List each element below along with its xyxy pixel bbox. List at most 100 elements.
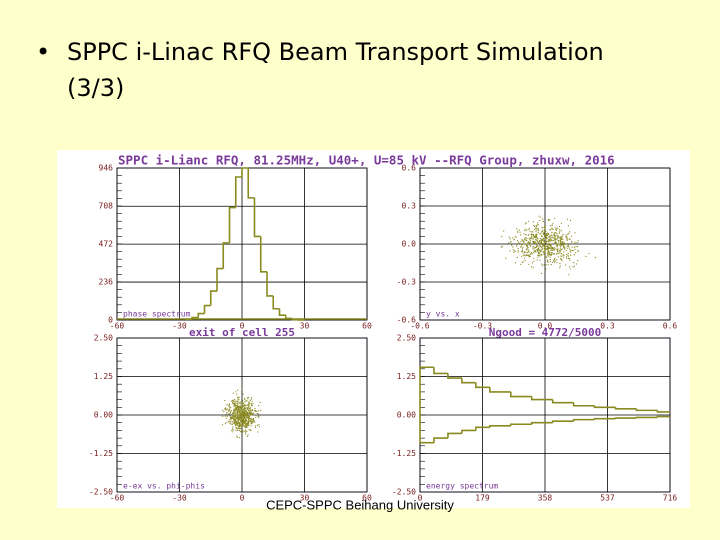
scatter-dot — [516, 244, 518, 246]
step-bin — [259, 236, 267, 273]
scatter-dot — [541, 247, 543, 249]
scatter-dot — [531, 235, 533, 237]
scatter-dot — [501, 245, 503, 247]
scatter-dot — [543, 253, 545, 255]
scatter-dot — [545, 235, 547, 237]
scatter-dot — [565, 256, 568, 258]
panel-caption: exit of cell 255 — [189, 326, 295, 339]
scatter-dot — [231, 401, 234, 403]
y-tick-label: 946 — [99, 164, 114, 173]
scatter-dot — [549, 229, 552, 231]
scatter-dot — [243, 402, 245, 405]
scatter-dot — [566, 257, 568, 259]
y-tick-label: 0.3 — [402, 202, 417, 211]
scatter-dot — [512, 246, 514, 248]
scatter-dot — [238, 410, 240, 413]
scatter-dot — [233, 415, 235, 417]
y-tick-label: 236 — [99, 278, 114, 287]
x-tick-label: -30 — [172, 322, 187, 331]
scatter-dot — [562, 238, 564, 241]
scatter-dot — [522, 246, 524, 248]
scatter-dot — [525, 237, 527, 239]
scatter-dot — [562, 241, 564, 243]
scatter-dot — [568, 274, 570, 276]
scatter-dot — [558, 229, 561, 231]
scatter-dot — [231, 400, 233, 402]
scatter-dot — [559, 236, 561, 238]
scatter-dot — [248, 429, 250, 431]
scatter-dot — [241, 419, 243, 421]
scatter-dot — [248, 401, 250, 403]
scatter-dot — [221, 409, 224, 411]
scatter-dot — [551, 247, 554, 249]
scatter-dot — [231, 431, 233, 433]
scatter-dot — [528, 251, 530, 253]
scatter-dot — [228, 413, 230, 415]
scatter-dot — [557, 243, 560, 245]
scatter-dot — [237, 414, 239, 416]
step-bin — [447, 432, 462, 439]
scatter-dot — [245, 424, 247, 427]
scatter-dot — [239, 420, 241, 422]
scatter-dot — [236, 406, 238, 409]
y-tick-label: 0.0 — [402, 240, 417, 249]
scatter-dot — [538, 253, 541, 255]
scatter-dot — [547, 261, 549, 263]
scatter-dot — [560, 239, 562, 241]
scatter-dot — [540, 240, 543, 242]
scatter-dot — [235, 420, 237, 422]
scatter-dot — [222, 415, 224, 417]
scatter-dot — [520, 244, 523, 246]
scatter-dot — [564, 247, 566, 249]
scatter-dot — [560, 258, 562, 260]
scatter-dot — [536, 239, 538, 241]
scatter-dot — [520, 263, 522, 265]
scatter-dot — [546, 259, 549, 262]
scatter-dot — [563, 256, 565, 258]
step-bin — [272, 295, 280, 310]
scatter-dot — [550, 250, 552, 252]
scatter-dot — [247, 407, 250, 409]
scatter-dot — [528, 256, 530, 258]
scatter-dot — [552, 237, 554, 239]
scatter-dot — [240, 417, 242, 419]
scatter-dot — [569, 219, 572, 222]
scatter-dot — [542, 233, 545, 235]
scatter-dot — [258, 405, 260, 407]
scatter-dot — [238, 396, 240, 398]
scatter-dot — [528, 242, 530, 244]
x-tick-label: 0.0 — [538, 322, 553, 331]
scatter-dot — [526, 245, 529, 247]
scatter-dot — [248, 409, 250, 411]
scatter-dot — [569, 251, 572, 253]
scatter-dot — [251, 397, 253, 399]
scatter-dot — [530, 236, 533, 239]
scatter-dot — [541, 231, 543, 233]
scatter-dot — [229, 417, 232, 419]
scatter-dot — [240, 415, 242, 417]
scatter-dot — [556, 227, 558, 229]
scatter-dot — [529, 239, 531, 241]
scatter-dot — [229, 407, 231, 409]
scatter-dot — [549, 219, 551, 221]
scatter-dot — [226, 412, 228, 414]
scatter-dot — [235, 400, 237, 402]
scatter-dot — [525, 228, 527, 230]
scatter-dot — [542, 237, 545, 239]
scatter-dot — [566, 239, 568, 241]
scatter-dot — [246, 435, 249, 437]
scatter-dot — [236, 424, 238, 426]
scatter-dot — [548, 246, 550, 248]
scatter-dot — [236, 411, 239, 413]
scatter-dot — [228, 403, 231, 405]
scatter-dot — [527, 255, 529, 257]
y-tick-label: 0.00 — [397, 411, 416, 420]
scatter-dot — [554, 232, 556, 234]
scatter-dot — [543, 252, 546, 254]
scatter-dot — [575, 252, 577, 254]
scatter-dot — [538, 242, 540, 244]
scatter-dot — [559, 250, 561, 252]
y-tick-label: 0.6 — [402, 164, 417, 173]
scatter-dot — [228, 419, 230, 421]
scatter-dot — [236, 436, 238, 438]
